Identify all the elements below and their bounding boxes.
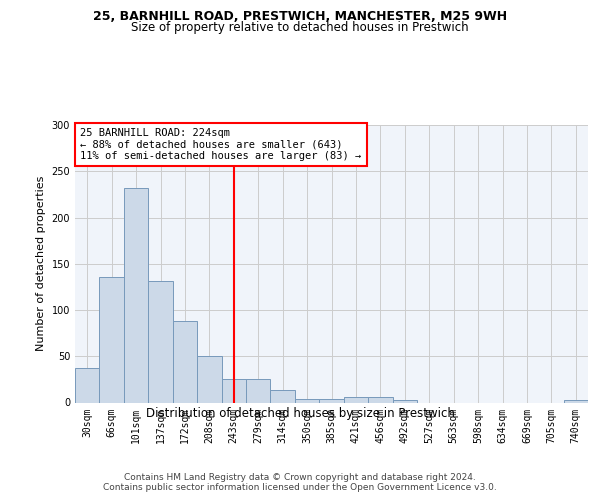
Bar [344, 397, 368, 402]
Bar [124, 188, 148, 402]
Bar [246, 380, 271, 402]
Y-axis label: Number of detached properties: Number of detached properties [36, 176, 46, 352]
Bar [319, 399, 344, 402]
Text: 25 BARNHILL ROAD: 224sqm
← 88% of detached houses are smaller (643)
11% of semi-: 25 BARNHILL ROAD: 224sqm ← 88% of detach… [80, 128, 361, 161]
Bar [148, 282, 173, 403]
Text: Size of property relative to detached houses in Prestwich: Size of property relative to detached ho… [131, 21, 469, 34]
Bar [563, 400, 588, 402]
Bar [295, 399, 319, 402]
Bar [221, 380, 246, 402]
Text: Distribution of detached houses by size in Prestwich: Distribution of detached houses by size … [146, 408, 454, 420]
Bar [197, 356, 221, 403]
Bar [100, 276, 124, 402]
Bar [271, 390, 295, 402]
Bar [392, 400, 417, 402]
Bar [368, 397, 392, 402]
Text: 25, BARNHILL ROAD, PRESTWICH, MANCHESTER, M25 9WH: 25, BARNHILL ROAD, PRESTWICH, MANCHESTER… [93, 10, 507, 23]
Bar [75, 368, 100, 402]
Bar [173, 321, 197, 402]
Text: Contains HM Land Registry data © Crown copyright and database right 2024.
Contai: Contains HM Land Registry data © Crown c… [103, 472, 497, 492]
